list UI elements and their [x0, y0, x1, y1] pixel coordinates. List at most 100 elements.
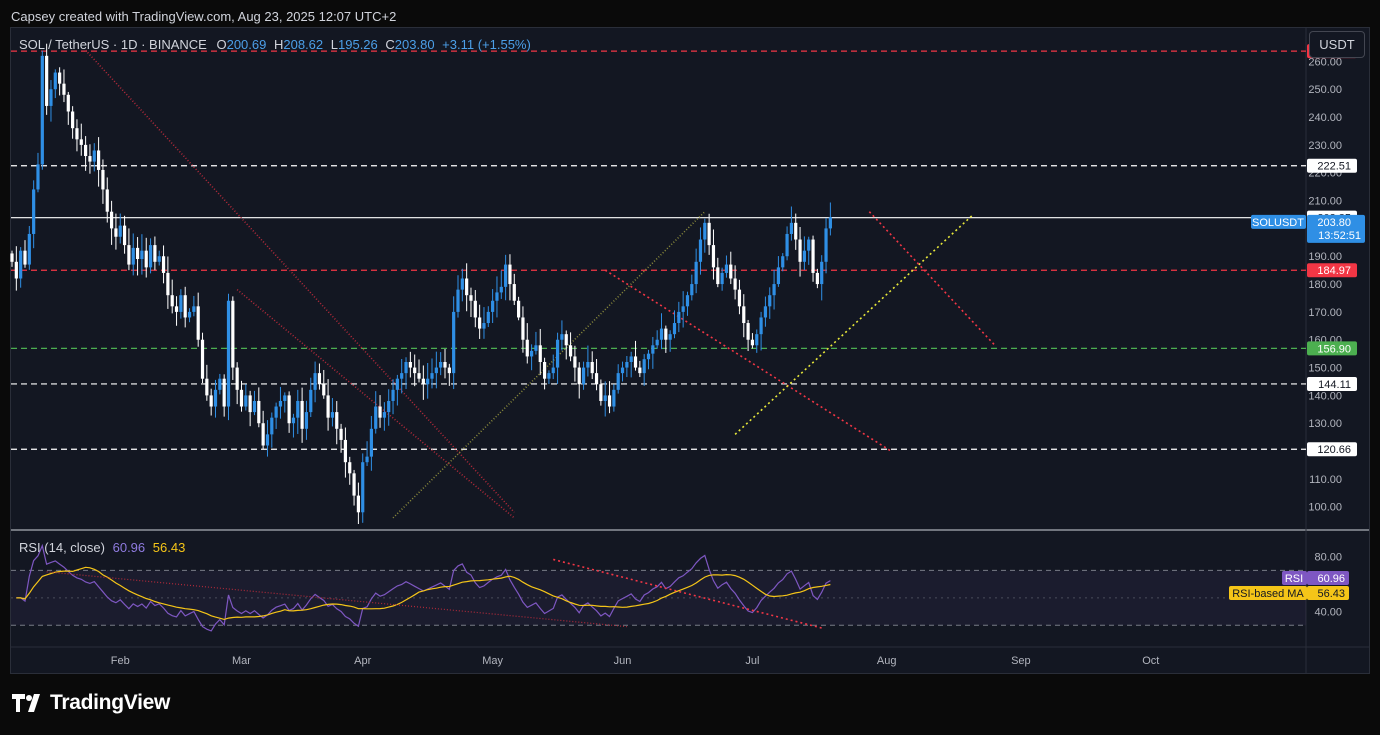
rsi-trendline-down [553, 558, 822, 629]
candle-body [387, 400, 391, 413]
rsi-ma-badge-label: RSI-based MA [1232, 588, 1304, 600]
candle-body [698, 239, 703, 262]
candle-body [789, 222, 793, 234]
candle-body [400, 373, 404, 379]
candle-body [226, 300, 231, 407]
candle-body [313, 373, 317, 390]
candle-body [408, 362, 412, 368]
candle-body [573, 356, 577, 368]
candle-body [36, 164, 40, 190]
candle-body [235, 367, 239, 390]
price-axis-tick: 260.00 [1308, 56, 1342, 68]
candle-body [105, 189, 109, 212]
candle-body [824, 228, 828, 262]
candle-body [209, 395, 213, 407]
price-badge-label: 144.11 [1318, 379, 1351, 391]
candle-body [274, 406, 278, 418]
high-value: 208.62 [283, 37, 324, 52]
candle-body [127, 245, 131, 265]
candle-body [811, 239, 815, 273]
candle-body [53, 72, 57, 90]
candle-body [300, 400, 304, 429]
candle-body [482, 323, 486, 329]
candle-body [447, 367, 451, 374]
open-label: O [216, 37, 227, 52]
candle-body [478, 317, 482, 329]
chart-frame[interactable] [10, 27, 1370, 674]
candle-body [551, 367, 555, 374]
tradingview-logo: TradingView [12, 691, 170, 715]
time-axis-label: Aug [877, 655, 897, 667]
candle-body [270, 417, 274, 435]
rsi-ma-line [16, 566, 831, 621]
candle-body [729, 264, 733, 279]
candle-body [239, 389, 244, 407]
candle-body [798, 239, 802, 262]
symbol-tag-label: SOLUSDT [1252, 217, 1304, 229]
candle-body [391, 389, 395, 401]
candle-body [642, 359, 646, 374]
last-price-value: 203.80 [1317, 217, 1351, 229]
currency-button[interactable]: USDT [1309, 31, 1365, 58]
price-axis-tick: 130.00 [1308, 418, 1342, 430]
candle-body [672, 323, 677, 335]
candle-body [555, 339, 560, 368]
candle-body [179, 295, 183, 312]
trendline-down-red [604, 269, 892, 452]
rsi-value-badge-label: 60.96 [1317, 573, 1345, 585]
rsi-axis-tick: 80.00 [1314, 552, 1342, 564]
candle-body [335, 412, 339, 429]
countdown-timer: 13:52:51 [1318, 230, 1361, 242]
price-badge [1307, 376, 1357, 391]
candle-body [594, 373, 599, 385]
candle-body [763, 306, 768, 318]
candle-body [794, 222, 798, 240]
candle-body [92, 150, 96, 162]
candle-body [252, 400, 257, 413]
candle-body [707, 222, 711, 246]
candle-body [534, 345, 538, 351]
candle-body [439, 362, 443, 368]
candle-body [79, 139, 83, 145]
candle-body [517, 300, 521, 318]
price-badge-label: 222.51 [1317, 161, 1351, 173]
candle-body [815, 272, 819, 285]
price-badge [1307, 442, 1357, 457]
candle-body [339, 428, 343, 440]
price-axis-tick: 180.00 [1308, 279, 1342, 291]
candle-body [278, 400, 283, 407]
candle-body [542, 362, 547, 379]
price-badge-label: 120.66 [1317, 444, 1351, 456]
candle-body [218, 378, 222, 390]
price-badge [1307, 341, 1357, 356]
candle-body [265, 434, 270, 446]
rsi-value-badge [1307, 571, 1349, 585]
candle-body [365, 456, 369, 463]
candle-body [417, 373, 421, 379]
candle-body [620, 367, 625, 374]
price-axis-tick: 230.00 [1308, 140, 1342, 152]
candle-body [287, 395, 291, 424]
candle-body [625, 362, 629, 368]
candle-body [118, 225, 122, 237]
symbol-tag [1251, 214, 1306, 229]
open-value: 200.69 [226, 37, 267, 52]
candle-body [58, 72, 62, 84]
candle-body [404, 362, 408, 374]
rsi-ma-legend-value: 56.43 [152, 540, 186, 555]
candle-body [703, 222, 707, 240]
candle-body [651, 345, 655, 354]
candle-body [27, 233, 31, 265]
candle-body [62, 83, 66, 95]
candle-body [581, 367, 586, 385]
candle-body [88, 156, 92, 162]
candle-body [473, 300, 477, 318]
candle-body [603, 395, 607, 401]
rsi-legend-title: RSI (14, close) [19, 540, 105, 555]
candle-body [664, 328, 668, 340]
candle-body [148, 245, 153, 268]
candle-body [711, 245, 716, 268]
candle-body [828, 217, 832, 229]
candle-body [40, 55, 44, 165]
